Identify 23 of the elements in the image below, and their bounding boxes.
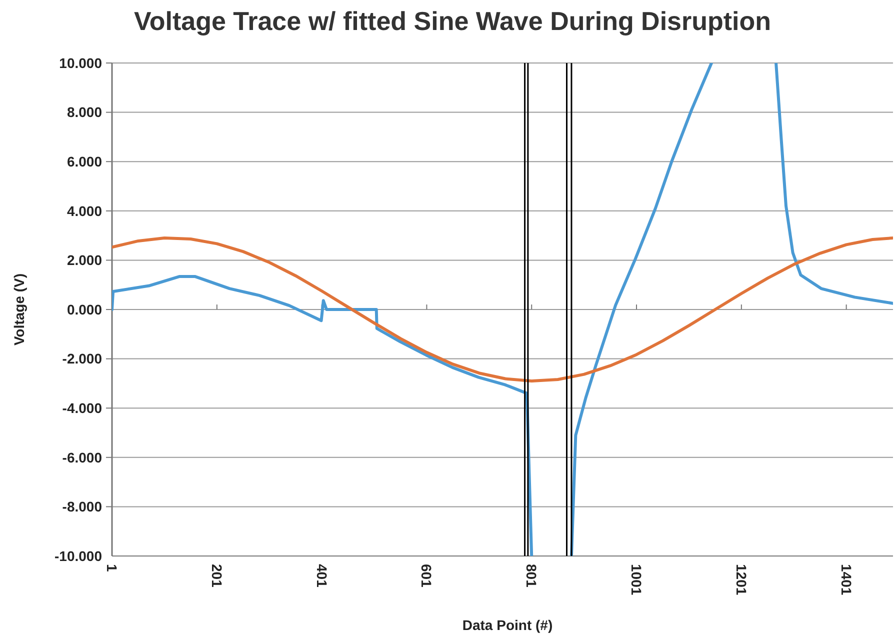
x-tick-label: 1001 — [628, 564, 645, 596]
x-axis-title: Data Point (#) — [462, 617, 553, 633]
y-tick-label: 0.000 — [66, 301, 102, 318]
x-tick-label: 401 — [314, 564, 330, 588]
y-tick-label: -4.000 — [62, 400, 102, 416]
x-tick-label: 1201 — [733, 564, 750, 596]
y-tick-label: 8.000 — [66, 104, 102, 120]
x-tick-label: 801 — [524, 564, 540, 588]
chart-title: Voltage Trace w/ fitted Sine Wave During Disruption — [134, 6, 772, 36]
y-tick-label: -6.000 — [62, 449, 102, 466]
y-tick-label: 10.000 — [59, 54, 102, 71]
y-tick-label: -8.000 — [62, 498, 102, 515]
y-tick-label: 6.000 — [66, 154, 102, 170]
y-tick-label: 2.000 — [66, 252, 102, 268]
y-tick-label: -2.000 — [62, 350, 102, 367]
x-tick-label: 201 — [208, 564, 225, 588]
y-tick-label: 4.000 — [66, 202, 102, 219]
x-tick-label: 601 — [418, 564, 435, 588]
y-tick-label: -10.000 — [54, 548, 102, 564]
line-series — [112, 236, 893, 382]
y-axis-title: Voltage (V) — [11, 273, 27, 346]
x-tick-label: 1 — [104, 564, 120, 572]
x-tick-label: 1401 — [838, 564, 854, 596]
